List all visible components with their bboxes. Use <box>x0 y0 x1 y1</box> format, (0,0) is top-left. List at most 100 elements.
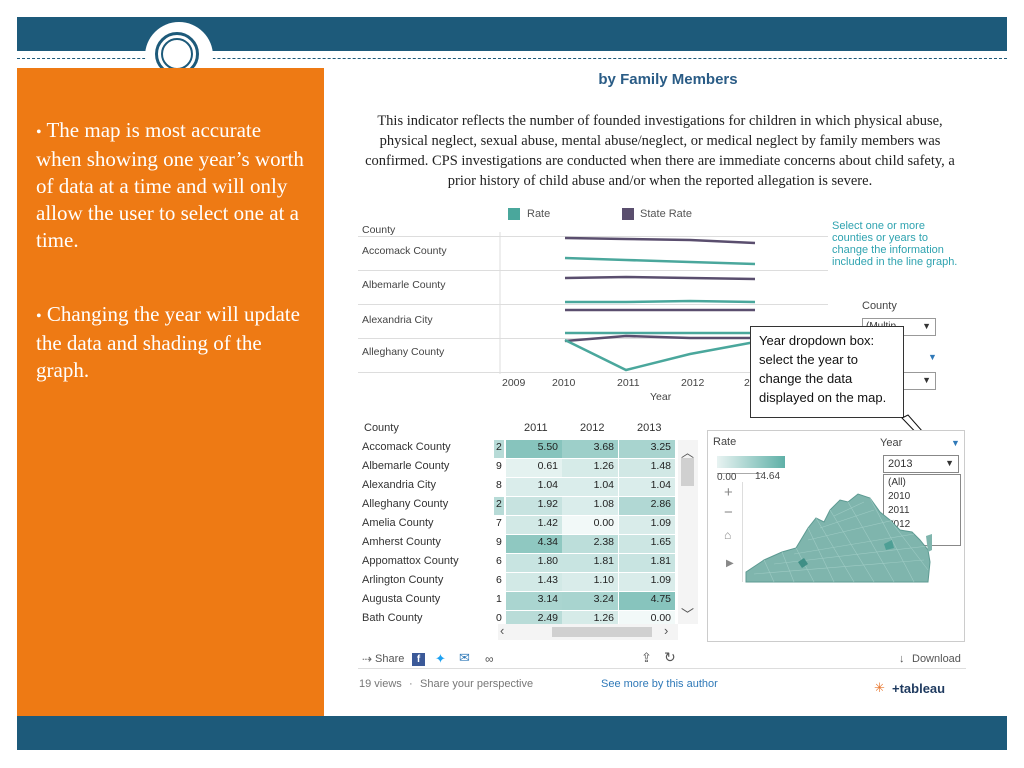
heat-cell <box>506 573 562 591</box>
rate-max: 14.64 <box>755 471 781 482</box>
expand-chevron-icon[interactable]: ▼ <box>928 352 937 362</box>
author-link[interactable]: See more by this author <box>601 678 718 690</box>
heat-cell <box>562 592 618 610</box>
heat-cell <box>562 440 618 458</box>
table-cell-value: 0.61 <box>537 460 558 472</box>
table-cell-value: 5.50 <box>537 441 558 453</box>
line-row-label: Alleghany County <box>362 346 445 358</box>
x-tick: 2009 <box>502 377 526 389</box>
scroll-right-icon[interactable]: › <box>664 623 669 638</box>
ramp-divider <box>717 473 762 474</box>
table-header-year: 2011 <box>524 422 548 434</box>
play-icon[interactable]: ▶ <box>726 558 734 569</box>
table-cell-clipped: 2 <box>496 498 502 510</box>
heat-cell <box>619 592 675 610</box>
year-option[interactable]: (All) <box>888 477 906 488</box>
bullet-2-text: Changing the year will update the data a… <box>36 302 300 382</box>
year-option[interactable]: 2012 <box>888 519 911 530</box>
footer-band <box>17 716 1007 750</box>
scroll-left-icon[interactable]: ‹ <box>500 623 505 638</box>
chevron-down-icon: ▼ <box>922 321 931 331</box>
heat-cell <box>562 516 618 534</box>
twitter-icon[interactable]: ✦ <box>435 651 446 666</box>
email-icon[interactable]: ✉ <box>459 650 470 665</box>
separator: · <box>409 678 413 690</box>
table-row-county: Appomattox County <box>362 555 459 567</box>
table-header-year: 2012 <box>580 422 605 434</box>
table-cell-value: 0.00 <box>650 612 671 624</box>
year-dropdown-value: 2013 <box>888 458 913 470</box>
state-outline <box>745 493 931 583</box>
table-row-county: Accomack County <box>362 441 451 453</box>
legend-state-rate-label: State Rate <box>640 208 692 220</box>
heat-cell <box>506 459 562 477</box>
scroll-thumb[interactable] <box>681 458 694 486</box>
revert-icon[interactable]: ↻ <box>664 649 676 665</box>
scroll-up-icon[interactable]: ︿ <box>681 445 695 460</box>
table-cell-value: 1.42 <box>537 517 558 529</box>
x-tick: 2011 <box>617 377 640 389</box>
heat-cell <box>506 516 562 534</box>
share-icon[interactable]: ⇢ <box>362 652 373 666</box>
map-year-label: Year <box>880 437 903 449</box>
header-divider <box>17 58 1007 59</box>
x-tick: 2012 <box>681 377 705 389</box>
table-cell-value: 1.04 <box>593 479 614 491</box>
chevron-down-icon: ▼ <box>945 458 954 468</box>
scroll-down-icon[interactable]: ﹀ <box>681 607 695 622</box>
dashboard-title-line2: by Family Members <box>598 71 738 88</box>
heat-cell <box>562 459 618 477</box>
year-dropdown[interactable]: 2013 ▼ <box>883 455 959 473</box>
table-header-year: 2013 <box>637 422 662 434</box>
bullet-1: • The map is most accurate when showing … <box>36 118 304 252</box>
export-icon[interactable]: ⇪ <box>641 650 652 665</box>
download-button[interactable]: Download <box>912 653 961 665</box>
table-row-county: Amherst County <box>362 536 441 548</box>
map-controls: + − ⌂ ▶ <box>718 482 743 582</box>
table-row-county: Amelia County <box>362 517 434 529</box>
x-tick: 2010 <box>552 377 576 389</box>
dashboard-title: by Family Members <box>338 62 998 89</box>
table-cell-value: 3.24 <box>593 593 614 605</box>
heat-cell <box>494 497 504 515</box>
year-option[interactable]: 2010 <box>888 491 911 502</box>
facebook-icon[interactable]: f <box>412 653 425 666</box>
share-button[interactable]: Share <box>375 653 405 665</box>
table-row-county: Bath County <box>362 612 423 624</box>
rate-min: 0.00 <box>717 472 737 483</box>
chevron-down-icon[interactable]: ▼ <box>951 438 960 448</box>
legend-rate-label: Rate <box>527 208 551 220</box>
table-cell-value: 1.09 <box>650 517 671 529</box>
tableau-logo-icon: ✳ <box>874 680 885 695</box>
table-row-county: Augusta County <box>362 593 441 605</box>
state-rate-line-accomack <box>564 236 756 245</box>
table-cell-value: 4.75 <box>650 593 671 605</box>
tableau-brand[interactable]: +tableau <box>892 681 946 696</box>
share-perspective-link[interactable]: Share your perspective <box>420 678 534 690</box>
table-cell-value: 1.10 <box>593 574 614 586</box>
embed-link-icon[interactable]: ∞ <box>485 652 494 666</box>
chevron-down-icon: ▼ <box>922 375 931 385</box>
table-hscrollbar[interactable]: ‹ › <box>498 623 678 640</box>
state-rate-line-albemarle <box>564 275 756 281</box>
zoom-in-icon[interactable]: + <box>724 484 733 501</box>
dashboard-description: This indicator reflects the number of fo… <box>365 113 955 189</box>
table-cell-clipped: 6 <box>496 574 502 586</box>
table-cell-clipped: 9 <box>496 460 502 472</box>
heat-cell <box>506 535 562 553</box>
table-cell-clipped: 2 <box>496 441 502 453</box>
table-vscrollbar[interactable]: ︿ ﹀ <box>678 440 698 624</box>
eastern-shore <box>926 534 932 552</box>
heat-cell <box>619 516 675 534</box>
toolbar-divider <box>358 668 966 669</box>
table-cell-value: 3.14 <box>537 593 558 605</box>
x-tick: 2 <box>744 377 750 389</box>
row-divider <box>358 304 828 305</box>
zoom-out-icon[interactable]: − <box>724 504 733 521</box>
year-option[interactable]: 2011 <box>888 505 910 516</box>
heat-cell <box>506 440 562 458</box>
heat-cell <box>619 459 675 477</box>
hscroll-thumb[interactable] <box>552 627 652 637</box>
home-icon[interactable]: ⌂ <box>724 528 732 542</box>
table-cell-clipped: 9 <box>496 536 502 548</box>
